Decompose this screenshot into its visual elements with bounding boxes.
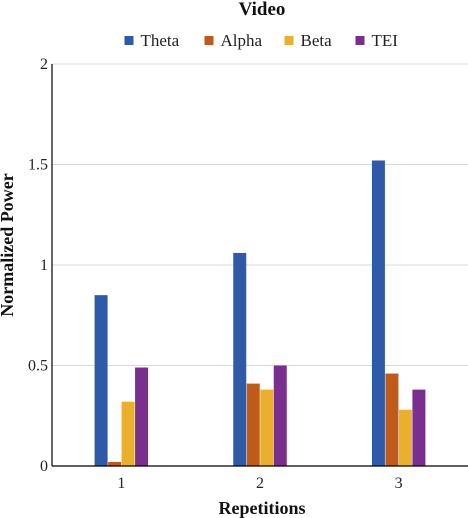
bar-alpha-rep-2 bbox=[246, 383, 260, 466]
bar-tei-rep-2 bbox=[273, 365, 287, 466]
bar-tei-rep-3 bbox=[412, 389, 426, 466]
x-tick-labels: 1 2 3 bbox=[117, 475, 402, 492]
x-tick-label: 2 bbox=[256, 475, 264, 492]
bar-theta-rep-1 bbox=[94, 295, 108, 466]
axes bbox=[51, 64, 468, 467]
legend-label-alpha: Alpha bbox=[221, 31, 263, 50]
x-axis-label: Repetitions bbox=[219, 498, 306, 518]
x-tick-label: 1 bbox=[117, 475, 125, 492]
bar-beta-rep-1 bbox=[121, 401, 135, 466]
x-tick-label: 3 bbox=[395, 475, 403, 492]
y-tick-label: 2 bbox=[40, 56, 48, 73]
y-axis-label: Normalized Power bbox=[0, 173, 17, 316]
legend-label-tei: TEI bbox=[372, 31, 399, 50]
bars bbox=[94, 160, 426, 467]
gridlines bbox=[52, 63, 468, 366]
y-tick-label: 1.5 bbox=[28, 157, 48, 174]
bar-tei-rep-1 bbox=[135, 367, 149, 466]
legend-swatch-beta bbox=[284, 36, 294, 45]
y-tick-label: 0.5 bbox=[28, 358, 48, 375]
bar-theta-rep-2 bbox=[233, 252, 247, 466]
chart-title: Video bbox=[239, 0, 286, 20]
bar-beta-rep-3 bbox=[398, 409, 412, 466]
bar-theta-rep-3 bbox=[371, 160, 385, 467]
y-tick-label: 0 bbox=[40, 458, 48, 475]
legend-swatch-alpha bbox=[204, 36, 214, 45]
bar-alpha-rep-3 bbox=[385, 373, 399, 466]
bar-alpha-rep-1 bbox=[108, 461, 122, 466]
legend-swatch-theta bbox=[124, 36, 134, 45]
y-tick-label: 1 bbox=[40, 257, 48, 274]
legend: Theta Alpha Beta TEI bbox=[124, 31, 399, 50]
y-tick-labels: 0 0.5 1 1.5 2 bbox=[28, 56, 48, 475]
legend-label-beta: Beta bbox=[301, 31, 333, 50]
legend-swatch-tei bbox=[355, 36, 365, 45]
bar-beta-rep-2 bbox=[260, 389, 274, 466]
legend-label-theta: Theta bbox=[141, 31, 180, 50]
